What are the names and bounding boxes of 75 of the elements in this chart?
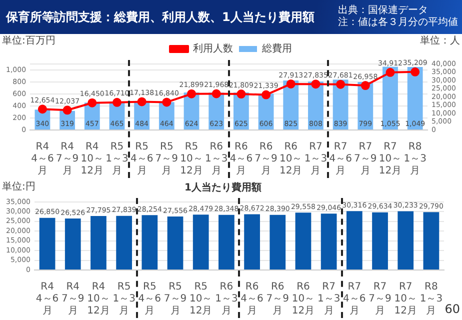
x-tick-label: R5 10～12月 bbox=[189, 282, 212, 317]
point bbox=[162, 98, 172, 107]
point bbox=[88, 98, 97, 108]
x-tick-label: R5 7～9月 bbox=[164, 282, 187, 317]
text: 注：値は各３月分の平均値 bbox=[338, 17, 458, 29]
x-tick-label: R4 7～9月 bbox=[56, 142, 79, 177]
point bbox=[112, 98, 122, 107]
y2-axis-title: 単位：人 bbox=[420, 34, 460, 47]
x-tick-label: R5 10～12月 bbox=[180, 142, 203, 177]
text: 60 bbox=[444, 302, 460, 316]
bar bbox=[423, 212, 440, 270]
x-tick-label: R5 7～9月 bbox=[155, 142, 178, 177]
x-tick-label: R6 4～6月 bbox=[240, 282, 264, 317]
x-tick-label: R7 7～9月 bbox=[354, 142, 377, 177]
point bbox=[137, 97, 146, 106]
bar bbox=[398, 211, 414, 270]
legend-label: 総費用 bbox=[261, 42, 292, 55]
x-tick-label: R5 4～6月 bbox=[138, 282, 162, 317]
x-tick-label: R8 1～3月 bbox=[404, 142, 426, 177]
x-tick-label: R5 1～3月 bbox=[112, 282, 136, 317]
bar bbox=[218, 214, 234, 270]
point bbox=[410, 67, 420, 76]
x-tick-label: R6 7～9月 bbox=[266, 282, 290, 317]
x-tick-label: R4 10～12月 bbox=[87, 282, 110, 317]
y-axis-title: 単位:百万円 bbox=[2, 34, 56, 47]
chart-title: 1人当たり費用額 bbox=[184, 182, 262, 194]
point bbox=[286, 79, 296, 88]
x-tick-label: R6 7～9月 bbox=[254, 142, 278, 177]
bar bbox=[39, 218, 56, 270]
bar bbox=[320, 214, 337, 270]
chart-title: 保育所等訪問支援：総費用、利用人数、1人当たり費用額 bbox=[6, 8, 314, 26]
bar bbox=[142, 215, 158, 270]
point bbox=[38, 104, 47, 114]
x-tick-label: R7 10～12月 bbox=[394, 282, 417, 317]
bar bbox=[346, 211, 362, 270]
x-tick-label: R7 4～6月 bbox=[329, 142, 352, 177]
x-tick-label: R8 1～3月 bbox=[420, 282, 443, 317]
bar bbox=[167, 216, 184, 270]
bar bbox=[244, 214, 260, 270]
x-tick-label: R6 4～6月 bbox=[230, 142, 253, 177]
legend-label: 利用人数 bbox=[193, 42, 233, 55]
x-tick-label: R4 4～6月 bbox=[36, 282, 59, 317]
bar bbox=[116, 216, 132, 270]
x-tick-label: R6 1～3月 bbox=[215, 282, 238, 317]
x-tick-label: R7 7～9月 bbox=[368, 282, 392, 317]
x-tick-label: R6 10～12月 bbox=[280, 142, 302, 177]
x-tick-label: R4 7～9月 bbox=[62, 282, 84, 317]
bar bbox=[192, 214, 209, 270]
point bbox=[62, 106, 72, 115]
bar bbox=[372, 212, 388, 270]
bar bbox=[295, 212, 312, 270]
point bbox=[360, 81, 370, 90]
point bbox=[262, 90, 271, 100]
x-tick-label: R6 10～12月 bbox=[292, 282, 315, 317]
x-tick-label: R5 1～3月 bbox=[106, 142, 128, 177]
bar bbox=[407, 67, 423, 130]
point bbox=[212, 89, 221, 98]
point bbox=[311, 80, 320, 89]
point bbox=[187, 89, 196, 98]
x-tick-label: R4 10～12月 bbox=[80, 142, 104, 177]
bar bbox=[270, 214, 286, 270]
point bbox=[336, 80, 346, 89]
point bbox=[386, 68, 395, 77]
y-axis-title: 単位:円 bbox=[2, 180, 36, 193]
x-tick-label: R7 1～3月 bbox=[317, 282, 340, 317]
x-tick-label: R6 1～3月 bbox=[204, 142, 228, 177]
bar bbox=[64, 218, 81, 270]
point bbox=[236, 90, 246, 99]
x-tick-label: R7 4～6月 bbox=[343, 282, 366, 317]
x-tick-label: R7 1～3月 bbox=[304, 142, 328, 177]
x-tick-label: R4 4～6月 bbox=[31, 142, 54, 177]
x-tick-label: R7 10～12月 bbox=[378, 142, 402, 177]
x-tick-label: R5 4～6月 bbox=[130, 142, 154, 177]
source-note: 出典：国保連データ bbox=[338, 5, 429, 16]
bar bbox=[90, 216, 106, 270]
